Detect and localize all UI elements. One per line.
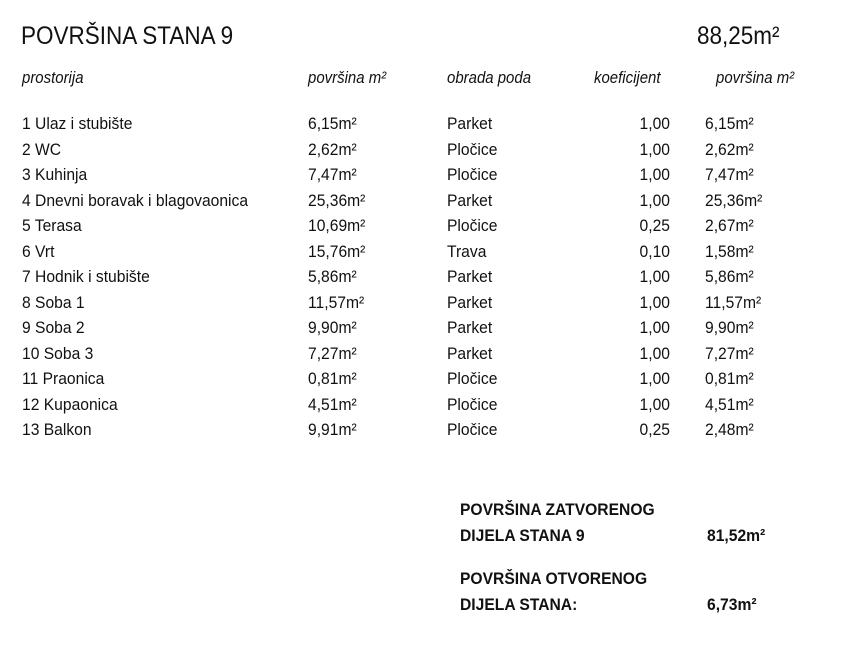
weighted-area: 7,27m² xyxy=(705,343,754,363)
closed-area-label-1: POVRŠINA ZATVORENOG xyxy=(460,500,655,519)
table-row: 12 Kupaonica 4,51m² Pločice 1,00 4,51m² xyxy=(0,395,851,420)
weighted-area: 9,90m² xyxy=(705,318,754,337)
room-area: 11,57m² xyxy=(308,292,365,312)
table-row: 8 Soba 1 11,57m² Parket 1,00 11,57m² xyxy=(0,293,851,318)
room-name: 10 Soba 3 xyxy=(22,343,94,363)
room-name: 5 Terasa xyxy=(22,216,82,235)
room-name: 13 Balkon xyxy=(22,420,92,439)
room-area: 25,36m² xyxy=(308,190,366,210)
room-name: 12 Kupaonica xyxy=(22,394,118,414)
room-area: 0,81m² xyxy=(308,369,357,388)
header-weighted-area: površina m² xyxy=(716,68,795,87)
table-row: 7 Hodnik i stubište 5,86m² Parket 1,00 5,86m… xyxy=(0,267,851,292)
floor-finish: Pločice xyxy=(447,165,498,184)
table-row: 1 Ulaz i stubište 6,15m² Parket 1,00 6,15m² xyxy=(0,114,851,139)
floor-finish: Parket xyxy=(447,292,493,312)
open-area-value: 6,73m² xyxy=(707,595,757,614)
coefficient: 0,10 xyxy=(639,241,670,261)
room-name: 9 Soba 2 xyxy=(22,318,85,337)
coefficient: 1,00 xyxy=(639,343,670,363)
room-name: 4 Dnevni boravak i blagovaonica xyxy=(22,190,249,210)
weighted-area: 6,15m² xyxy=(705,114,754,133)
room-area: 6,15m² xyxy=(308,114,357,133)
table-row: 9 Soba 2 9,90m² Parket 1,00 9,90m² xyxy=(0,318,851,343)
floor-finish: Pločice xyxy=(447,369,498,388)
room-area: 2,62m² xyxy=(308,139,357,159)
open-area-label-1: POVRŠINA OTVORENOG xyxy=(460,569,648,588)
coefficient: 0,25 xyxy=(639,216,670,235)
table-row: 2 WC 2,62m² Pločice 1,00 2,62m² xyxy=(0,140,851,165)
page-title: POVRŠINA STANA 9 xyxy=(21,22,234,50)
closed-area-value: 81,52m² xyxy=(707,526,766,545)
total-area: 88,25m² xyxy=(697,22,780,50)
room-area: 10,69m² xyxy=(308,216,366,235)
weighted-area: 5,86m² xyxy=(705,267,754,286)
weighted-area: 4,51m² xyxy=(705,394,754,414)
room-area: 4,51m² xyxy=(308,394,357,414)
floor-finish: Parket xyxy=(447,114,493,133)
table-row: 4 Dnevni boravak i blagovaonica 25,36m² Pa… xyxy=(0,191,851,216)
floor-finish: Pločice xyxy=(447,394,498,414)
header-room: prostorija xyxy=(22,68,84,87)
weighted-area: 2,67m² xyxy=(705,216,754,235)
header-floor: obrada poda xyxy=(447,68,532,87)
room-name: 1 Ulaz i stubište xyxy=(22,114,133,133)
coefficient: 0,25 xyxy=(639,420,670,439)
room-name: 11 Praonica xyxy=(22,369,105,388)
room-area: 7,27m² xyxy=(308,343,357,363)
table-row: 13 Balkon 9,91m² Pločice 0,25 2,48m² xyxy=(0,420,851,445)
weighted-area: 7,47m² xyxy=(705,165,754,184)
room-area: 7,47m² xyxy=(308,165,357,184)
room-name: 6 Vrt xyxy=(22,241,55,261)
coefficient: 1,00 xyxy=(639,114,670,133)
floor-finish: Pločice xyxy=(447,420,498,439)
weighted-area: 11,57m² xyxy=(705,292,762,312)
room-name: 3 Kuhinja xyxy=(22,165,88,184)
header-area: površina m² xyxy=(308,68,387,87)
floor-finish: Parket xyxy=(447,267,493,286)
room-area: 9,90m² xyxy=(308,318,357,337)
coefficient: 1,00 xyxy=(639,139,670,159)
weighted-area: 2,62m² xyxy=(705,139,754,159)
floor-finish: Pločice xyxy=(447,216,498,235)
table-row: 3 Kuhinja 7,47m² Pločice 1,00 7,47m² xyxy=(0,165,851,190)
coefficient: 1,00 xyxy=(639,394,670,414)
room-name: 7 Hodnik i stubište xyxy=(22,267,150,286)
table-row: 6 Vrt 15,76m² Trava 0,10 1,58m² xyxy=(0,242,851,267)
room-name: 2 WC xyxy=(22,139,62,159)
room-area: 5,86m² xyxy=(308,267,357,286)
floor-finish: Pločice xyxy=(447,139,498,159)
coefficient: 1,00 xyxy=(639,165,670,184)
table-row: 10 Soba 3 7,27m² Parket 1,00 7,27m² xyxy=(0,344,851,369)
coefficient: 1,00 xyxy=(639,369,670,388)
floor-finish: Trava xyxy=(447,241,487,261)
weighted-area: 25,36m² xyxy=(705,190,763,210)
header-coefficient: koeficijent xyxy=(594,68,661,87)
coefficient: 1,00 xyxy=(639,318,670,337)
floor-finish: Parket xyxy=(447,190,493,210)
room-name: 8 Soba 1 xyxy=(22,292,85,312)
table-row: 11 Praonica 0,81m² Pločice 1,00 0,81m² xyxy=(0,369,851,394)
room-area: 15,76m² xyxy=(308,241,366,261)
floor-finish: Parket xyxy=(447,343,493,363)
coefficient: 1,00 xyxy=(639,267,670,286)
coefficient: 1,00 xyxy=(639,292,670,312)
open-area-label-2: DIJELA STANA: xyxy=(460,595,578,614)
weighted-area: 2,48m² xyxy=(705,420,754,439)
weighted-area: 0,81m² xyxy=(705,369,754,388)
table-row: 5 Terasa 10,69m² Pločice 0,25 2,67m² xyxy=(0,216,851,241)
coefficient: 1,00 xyxy=(639,190,670,210)
room-area: 9,91m² xyxy=(308,420,357,439)
weighted-area: 1,58m² xyxy=(705,241,754,261)
floor-finish: Parket xyxy=(447,318,493,337)
closed-area-label-2: DIJELA STANA 9 xyxy=(460,526,585,545)
